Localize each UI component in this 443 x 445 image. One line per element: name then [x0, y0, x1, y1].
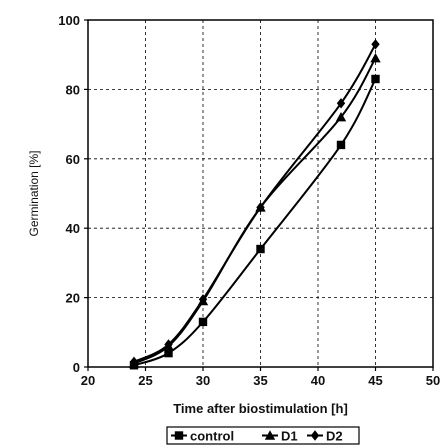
data-point-D2: [129, 356, 139, 367]
series-group: [128, 39, 381, 370]
x-tick-label: 20: [81, 373, 95, 388]
y-axis-label: Germination [%]: [27, 150, 41, 236]
data-point-D2: [198, 294, 208, 305]
y-tick-label: 60: [66, 152, 80, 167]
x-axis-label: Time after biostimulation [h]: [173, 401, 348, 416]
data-point-D2: [371, 39, 380, 50]
data-point-control: [256, 244, 265, 254]
x-axis-ticks: 20 25 30 35 40 45 50: [81, 367, 440, 388]
y-axis-ticks: 0 20 40 60 80 100: [58, 13, 88, 375]
legend-marker-control: [174, 431, 184, 440]
legend-label-D2: D2: [326, 429, 343, 444]
data-point-D1: [335, 111, 347, 122]
data-point-control: [164, 348, 173, 358]
legend-label-D1: D1: [281, 429, 298, 444]
legend-marker-D2: [310, 430, 320, 441]
data-point-D2: [256, 202, 265, 213]
x-tick-label: 25: [138, 373, 152, 388]
grid: [88, 20, 433, 367]
y-tick-label: 100: [58, 13, 80, 28]
data-point-D1: [370, 52, 381, 63]
legend: control D1 D2: [166, 426, 360, 445]
y-tick-label: 20: [66, 291, 80, 306]
x-tick-label: 50: [426, 373, 440, 388]
x-tick-label: 40: [311, 373, 325, 388]
y-tick-label: 40: [66, 221, 80, 236]
x-tick-label: 45: [368, 373, 382, 388]
data-point-control: [371, 74, 380, 84]
y-tick-label: 80: [66, 82, 80, 97]
x-tick-label: 35: [253, 373, 267, 388]
data-point-control: [336, 140, 346, 150]
data-point-D2: [336, 98, 346, 109]
y-tick-label: 0: [73, 360, 80, 375]
data-point-D2: [164, 339, 173, 350]
data-point-control: [198, 317, 208, 327]
series-line-D2: [133, 43, 377, 363]
legend-marker-D1: [264, 430, 276, 440]
series-D2: [129, 39, 380, 367]
series-line-control: [133, 78, 377, 367]
x-tick-label: 30: [196, 373, 210, 388]
legend-label-control: control: [190, 429, 234, 444]
